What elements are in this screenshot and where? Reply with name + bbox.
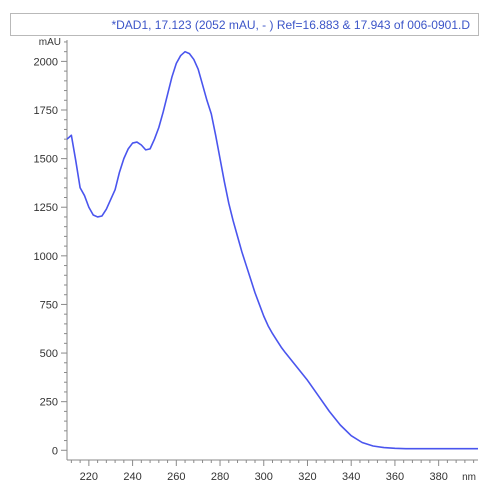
y-minor-ticks xyxy=(64,41,67,442)
y-tick-label: 1750 xyxy=(34,105,58,117)
y-tick-label: 2000 xyxy=(34,56,58,68)
y-tick-label: 0 xyxy=(52,445,58,457)
y-ticks: 0 250 500 750 1000 1250 1500 1750 2000 xyxy=(34,56,67,457)
x-tick-label: 340 xyxy=(342,471,360,483)
x-axis-unit-label: nm xyxy=(462,472,476,483)
y-tick-label: 1500 xyxy=(34,154,58,166)
chart-title-bar: *DAD1, 17.123 (2052 mAU, - ) Ref=16.883 … xyxy=(10,13,479,36)
y-tick-label: 250 xyxy=(40,397,58,409)
y-tick-label: 750 xyxy=(40,299,58,311)
absorbance-trace xyxy=(66,50,478,450)
x-tick-label: 320 xyxy=(298,471,316,483)
x-tick-label: 260 xyxy=(167,471,185,483)
y-tick-label: 500 xyxy=(40,348,58,360)
x-tick-label: 220 xyxy=(80,471,98,483)
chart-title: *DAD1, 17.123 (2052 mAU, - ) Ref=16.883 … xyxy=(111,18,470,32)
y-axis-unit-label: mAU xyxy=(39,37,61,48)
x-minor-ticks xyxy=(70,460,475,463)
x-ticks: 220 240 260 280 300 320 340 360 380 xyxy=(80,460,448,483)
x-tick-label: 380 xyxy=(429,471,447,483)
x-tick-label: 300 xyxy=(255,471,273,483)
y-tick-label: 1000 xyxy=(34,251,58,263)
x-tick-label: 280 xyxy=(211,471,229,483)
x-tick-label: 240 xyxy=(123,471,141,483)
x-tick-label: 360 xyxy=(386,471,404,483)
y-tick-label: 1250 xyxy=(34,202,58,214)
